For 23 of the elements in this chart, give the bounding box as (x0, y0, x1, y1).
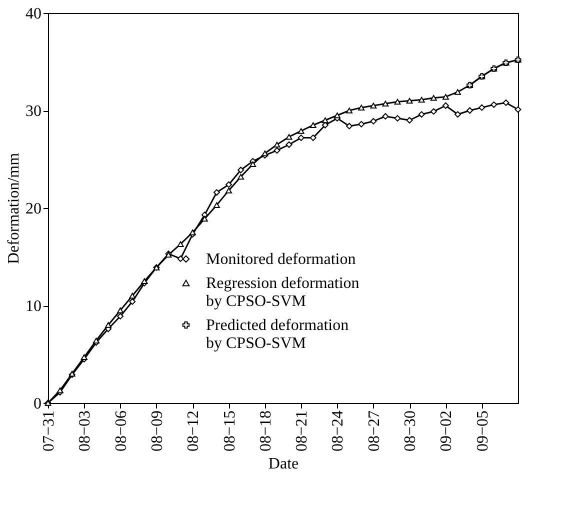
legend-label: Regression deformation by CPSO-SVM (206, 275, 360, 310)
x-tick-label: 08−12 (185, 410, 202, 452)
y-tick-label: 40 (26, 6, 42, 22)
legend-label: Monitored deformation (206, 251, 356, 268)
legend-label: Predicted deformation by CPSO-SVM (206, 317, 349, 352)
y-tick-label: 20 (26, 200, 42, 218)
y-tick-label: 30 (26, 103, 42, 120)
y-axis-title: Deformation/mm (6, 152, 22, 264)
x-tick-label: 08−24 (330, 410, 347, 452)
x-tick-label: 08−30 (402, 410, 420, 452)
x-tick-label: 08−18 (257, 410, 274, 452)
x-tick-label: 09−02 (438, 410, 456, 452)
x-tick-label: 08−03 (76, 410, 94, 452)
x-axis-title: Date (268, 456, 299, 473)
x-tick-label: 08−27 (366, 410, 383, 452)
x-tick-label: 08−09 (148, 410, 166, 452)
x-tick-label: 09−05 (474, 410, 492, 452)
y-tick-label: 10 (26, 298, 42, 315)
x-tick-label: 08−06 (112, 410, 130, 452)
y-tick-label: 0 (34, 396, 42, 412)
x-tick-label: 08−15 (221, 410, 238, 452)
x-tick-label: 07−31 (40, 410, 58, 452)
x-tick-label: 08−21 (294, 410, 311, 452)
